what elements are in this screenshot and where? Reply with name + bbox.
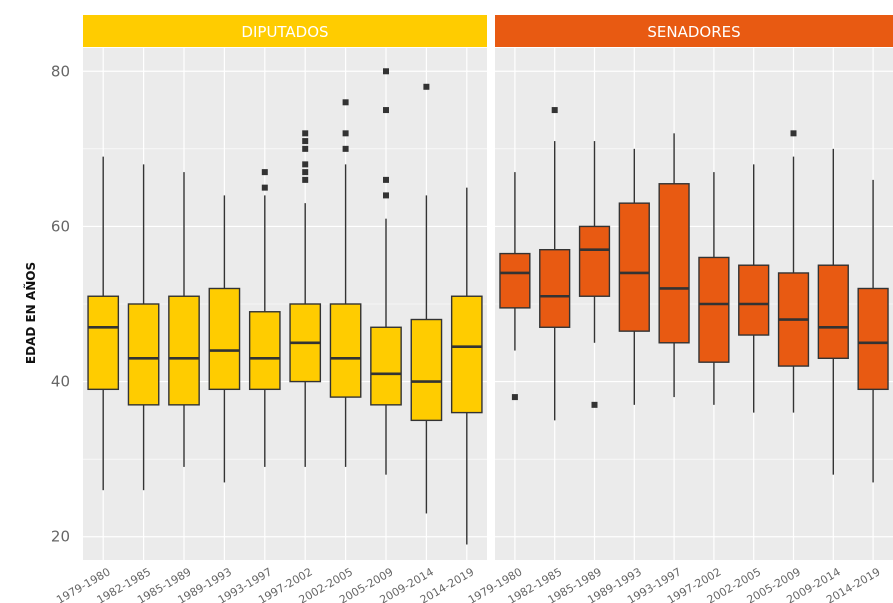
outlier-point: [342, 145, 349, 152]
outlier-point: [790, 130, 797, 137]
y-tick-label: 20: [51, 528, 70, 546]
box-2009-2014: [410, 83, 443, 514]
box-2002-2005: [738, 164, 770, 413]
box-2005-2009: [777, 130, 810, 413]
box-1985-1989: [168, 172, 200, 467]
box-1985-1989: [578, 141, 611, 408]
outlier-point: [302, 161, 309, 168]
panel-diputados: DIPUTADOS1979-19801982-19851985-19891989…: [54, 15, 487, 603]
outlier-point: [591, 401, 598, 408]
box-1993-1997: [248, 169, 281, 467]
box-body: [578, 225, 611, 297]
panel-strip: [83, 15, 487, 47]
box-2014-2019: [450, 187, 483, 545]
box-1982-1985: [539, 107, 571, 421]
box-2005-2009: [370, 68, 402, 475]
outlier-point: [302, 169, 309, 176]
panel-senadores: SENADORES1979-19801982-19851985-19891989…: [466, 15, 893, 603]
outlier-point: [383, 107, 389, 114]
box-2009-2014: [817, 148, 849, 475]
panel-strip: [495, 15, 893, 47]
box-body: [87, 295, 120, 391]
box-body: [450, 295, 483, 414]
box-1997-2002: [289, 130, 322, 467]
box-1982-1985: [127, 164, 160, 491]
outlier-point: [302, 176, 309, 183]
chart-panels: DIPUTADOS1979-19801982-19851985-19891989…: [54, 15, 893, 603]
box-body: [168, 295, 200, 406]
outlier-point: [302, 130, 309, 137]
panel-strip-label: SENADORES: [647, 23, 740, 41]
y-axis-ticks: 20 40 60 80: [51, 62, 70, 545]
box-body: [499, 252, 531, 309]
y-tick-label: 40: [51, 373, 70, 391]
box-2002-2005: [329, 99, 362, 467]
y-axis-title: EDAD EN AÑOS: [23, 262, 38, 364]
panel-strip-label: DIPUTADOS: [241, 23, 328, 41]
outlier-point: [423, 83, 430, 90]
box-body: [127, 303, 160, 406]
box-body: [738, 264, 770, 336]
outlier-point: [261, 184, 268, 191]
box-body: [329, 303, 362, 398]
box-body: [248, 311, 281, 391]
box-body: [370, 326, 402, 406]
outlier-point: [342, 99, 349, 106]
outlier-point: [383, 68, 389, 75]
outlier-point: [261, 169, 268, 176]
box-1989-1993: [618, 148, 650, 405]
outlier-point: [551, 107, 558, 114]
outlier-point: [383, 176, 389, 183]
box-body: [618, 202, 650, 332]
outlier-point: [302, 138, 309, 145]
box-body: [410, 318, 443, 422]
box-1979-1980: [87, 156, 120, 491]
box-body: [857, 287, 889, 391]
box-body: [698, 256, 730, 363]
outlier-point: [302, 145, 309, 152]
outlier-point: [511, 394, 518, 401]
box-2014-2019: [857, 179, 889, 483]
box-body: [208, 287, 241, 391]
box-1989-1993: [208, 195, 241, 483]
box-1979-1980: [499, 172, 531, 401]
y-tick-label: 80: [51, 62, 70, 80]
y-tick-label: 60: [51, 217, 70, 235]
box-body: [539, 248, 571, 328]
outlier-point: [342, 130, 349, 137]
box-1993-1997: [658, 133, 690, 398]
box-body: [817, 264, 849, 360]
outlier-point: [383, 192, 389, 199]
box-body: [658, 183, 690, 344]
box-1997-2002: [698, 172, 730, 405]
